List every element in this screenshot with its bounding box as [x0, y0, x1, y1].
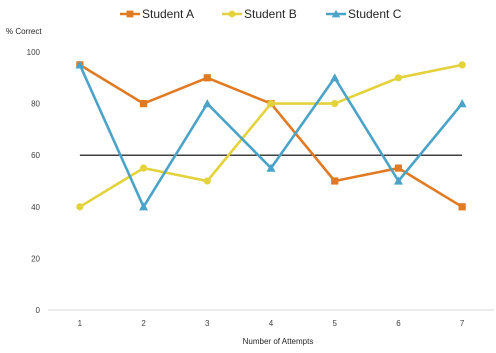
series-line: [78, 64, 464, 209]
legend-item: Student A: [120, 7, 194, 21]
data-point: [267, 100, 275, 108]
data-point: [203, 74, 211, 82]
series-line: [79, 63, 463, 208]
legend-swatch-marker: [331, 9, 341, 18]
x-tick-label: 6: [396, 319, 401, 328]
y-tick-label: 80: [31, 100, 40, 109]
data-point: [458, 61, 466, 69]
legend-item: Student C: [326, 7, 402, 21]
legend-item: Student B: [222, 7, 297, 21]
data-point: [458, 203, 466, 211]
series-student-c: [75, 60, 467, 211]
legend-swatch-marker: [126, 10, 134, 18]
x-tick-label: 7: [460, 319, 465, 328]
data-point: [203, 177, 211, 185]
legend-label: Student A: [142, 7, 194, 21]
data-point: [394, 74, 403, 82]
y-tick-label: 40: [31, 203, 40, 212]
legend: Student A Student B Student C: [120, 7, 402, 21]
x-tick-label: 4: [269, 319, 274, 328]
x-tick-label: 1: [78, 319, 83, 328]
x-axis-title: Number of Attempts: [243, 337, 314, 346]
data-point: [393, 176, 403, 185]
data-point: [457, 99, 467, 108]
x-axis-ticks: 1 2 3 4 5 6 7: [78, 319, 465, 328]
y-tick-label: 20: [31, 254, 40, 263]
y-axis-title: % Correct: [6, 27, 42, 36]
y-tick-label: 100: [27, 48, 41, 57]
series-line: [79, 63, 463, 208]
data-point: [266, 163, 276, 172]
data-point: [331, 177, 339, 185]
y-tick-label: 0: [36, 306, 41, 315]
data-point: [139, 164, 148, 172]
legend-label: Student C: [348, 7, 402, 21]
data-point: [202, 99, 212, 108]
x-tick-label: 3: [205, 319, 210, 328]
data-point: [394, 164, 403, 172]
y-tick-label: 60: [31, 151, 40, 160]
data-point: [75, 60, 85, 69]
data-point: [331, 100, 339, 108]
series-group: [75, 60, 467, 211]
legend-label: Student B: [244, 7, 297, 21]
y-axis-ticks: 0 20 40 60 80 100: [27, 48, 41, 315]
data-point: [139, 202, 149, 211]
data-point: [139, 100, 148, 108]
x-tick-label: 2: [141, 319, 146, 328]
x-tick-label: 5: [332, 319, 337, 328]
legend-swatch-marker: [228, 10, 236, 18]
data-point: [330, 73, 340, 82]
series-student-b: [76, 61, 466, 211]
data-point: [76, 203, 84, 211]
